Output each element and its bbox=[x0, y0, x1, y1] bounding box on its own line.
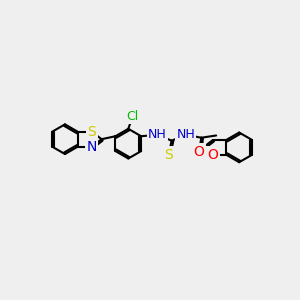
Text: S: S bbox=[164, 148, 173, 162]
Text: N: N bbox=[87, 140, 97, 154]
Text: Cl: Cl bbox=[127, 110, 139, 123]
Text: O: O bbox=[208, 148, 218, 162]
Text: S: S bbox=[88, 125, 96, 139]
Text: NH: NH bbox=[176, 128, 195, 141]
Text: NH: NH bbox=[148, 128, 167, 141]
Text: O: O bbox=[194, 145, 205, 159]
